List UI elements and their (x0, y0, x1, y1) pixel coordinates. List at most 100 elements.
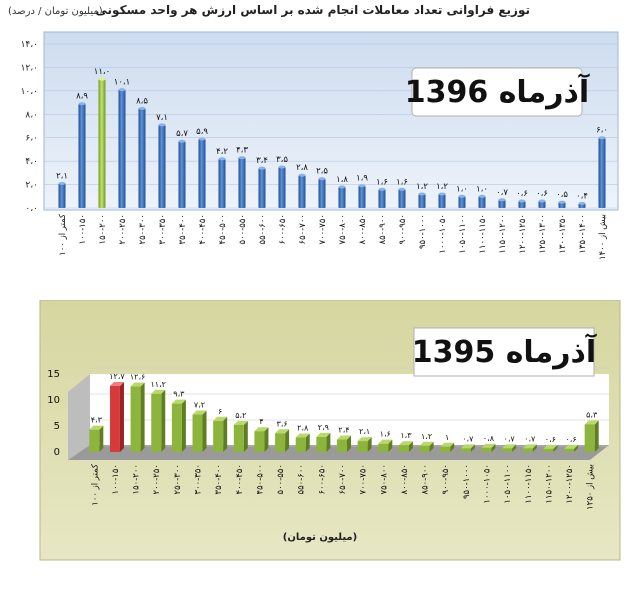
bar (316, 436, 327, 452)
bar-cap (218, 157, 226, 161)
bar (398, 445, 409, 452)
x-tick-label: ۹۵۰-۱۰۰۰ (418, 214, 428, 249)
bar-top (130, 382, 145, 387)
bar (151, 393, 162, 452)
x-tick-label: ۳۵۰-۴۰۰ (178, 214, 188, 244)
value-label: ۰،۴ (576, 191, 588, 201)
y-axis-1395: 0 5 10 15 (47, 369, 60, 458)
bar (337, 439, 347, 452)
value-label: ۰،۷ (504, 434, 516, 443)
bar-side (181, 399, 186, 452)
bar-cap (118, 88, 126, 92)
bar (275, 433, 286, 452)
value-label: ۲،۹ (318, 423, 329, 432)
bar-top (233, 420, 248, 425)
value-label: ۲،۸ (296, 163, 308, 173)
bar-side (264, 427, 269, 452)
bar-side (574, 444, 579, 452)
bar-side (408, 441, 413, 452)
bar (357, 441, 368, 452)
value-label: ۰،۷ (462, 434, 474, 443)
value-label: ۰،۷ (496, 188, 508, 198)
bar (481, 447, 492, 452)
value-label: ۱۰،۱ (114, 78, 130, 88)
bar-cap (338, 185, 346, 189)
x-tick-label: ۷۵۰-۸۰۰ (338, 214, 348, 244)
value-label: ۷،۲ (194, 401, 205, 410)
value-label: ۸،۹ (76, 92, 88, 102)
y-tick-label: 10 (47, 395, 60, 406)
x-tick-label: ۳۰۰-۳۵۰ (194, 464, 204, 494)
bar (584, 424, 595, 452)
x-axis-1396: کمتر از ۱۰۰ ۱۰۰-۱۵۰ ۱۵۰-۲۰۰ ۲۰۰-۲۵۰ ۲۵۰-۳۰۰ ۳… (58, 213, 608, 260)
bar (598, 137, 606, 208)
x-tick-label: ۲۰۰-۲۵۰ (152, 464, 162, 494)
value-label: ۱،۲ (421, 432, 432, 441)
x-tick-label: ۹۰۰-۹۵۰ (441, 464, 451, 494)
bar-side (470, 444, 475, 452)
bar (398, 189, 406, 208)
value-label: ۴،۲ (216, 147, 228, 157)
value-label: ۰،۶ (516, 189, 528, 199)
value-label: ۱،۸ (336, 175, 348, 185)
bar-side (594, 420, 599, 452)
bar-cap (398, 187, 406, 191)
bar (238, 157, 246, 208)
y-tick-label: ۰،۰ (25, 204, 38, 214)
bar-cap (598, 136, 606, 140)
bars-1396 (58, 77, 606, 208)
bar-side (161, 389, 166, 452)
bar (543, 448, 554, 452)
bar (378, 443, 389, 452)
value-label: ۲،۸ (297, 423, 309, 432)
bar-top (584, 420, 599, 425)
x-tick-label: ۱۱۰۰-۱۱۵۰ (524, 464, 534, 504)
value-label: ۴،۳ (236, 146, 248, 156)
bar-cap (478, 194, 486, 198)
value-label: ۳،۴ (256, 156, 268, 166)
bar (178, 141, 186, 208)
bar-cap (78, 102, 86, 106)
bar (78, 103, 86, 208)
bar-top (109, 381, 124, 386)
bar (458, 196, 466, 208)
x-tick-label: ۱۲۵۰-۱۳۰۰ (538, 214, 548, 254)
bar (338, 186, 346, 208)
value-label: ۱،۶ (380, 430, 391, 439)
x-tick-label: ۶۵۰-۷۰۰ (298, 214, 308, 244)
bar-cap (438, 192, 446, 196)
x-tick-label: ۲۵۰-۳۰۰ (173, 464, 183, 494)
page-title: توزیع فراوانی تعداد معاملات انجام شده بر… (95, 3, 530, 17)
value-label: ۶،۰ (596, 126, 608, 136)
bar-top (440, 442, 455, 447)
bar-top (522, 444, 537, 449)
value-label: ۰،۷ (524, 434, 536, 443)
x-tick-label: ۸۰۰-۸۵۰ (400, 464, 410, 494)
value-label: ۴،۳ (91, 416, 103, 425)
bar-top (337, 435, 351, 440)
bar (558, 202, 566, 208)
title-box-1395: آذرماه 1395 (412, 327, 597, 377)
bar (318, 178, 326, 208)
x-tick-label: ۵۵۰-۶۰۰ (297, 464, 307, 494)
bar-top (254, 427, 269, 432)
bar (378, 189, 386, 208)
bar-top (357, 437, 372, 442)
value-label: ۷،۱ (156, 113, 168, 123)
value-label: ۱۲،۷ (109, 372, 125, 381)
x-tick-label: ۶۰۰-۶۵۰ (278, 214, 288, 244)
x-tick-label: کمتر از ۱۰۰ (90, 463, 100, 506)
x-tick-label: ۱۲۰۰-۱۲۵۰ (518, 214, 528, 254)
bar (460, 448, 471, 452)
bar-cap (418, 192, 426, 196)
bar (258, 168, 266, 208)
x-tick-label: ۵۵۰-۶۰۰ (258, 214, 268, 244)
bar (158, 124, 166, 208)
bar-top (481, 443, 496, 448)
bar (564, 448, 575, 452)
bar (171, 403, 182, 452)
value-label: ۶ (218, 407, 222, 416)
x-axis-1395: کمتر از ۱۰۰ ۱۰۰-۱۵۰ ۱۵۰-۲۰۰ ۲۰۰-۲۵۰ ۲۵۰-۳۰۰ ۳… (90, 463, 595, 510)
value-labels-1395: ۴،۳۱۲،۷ ۱۲،۶۱۱،۲۹،۳۷،۲۶ ۵،۲۴ ۳،۶ ۲،۸ ۲،۹ ۲،۴ ۲،… (91, 372, 598, 444)
